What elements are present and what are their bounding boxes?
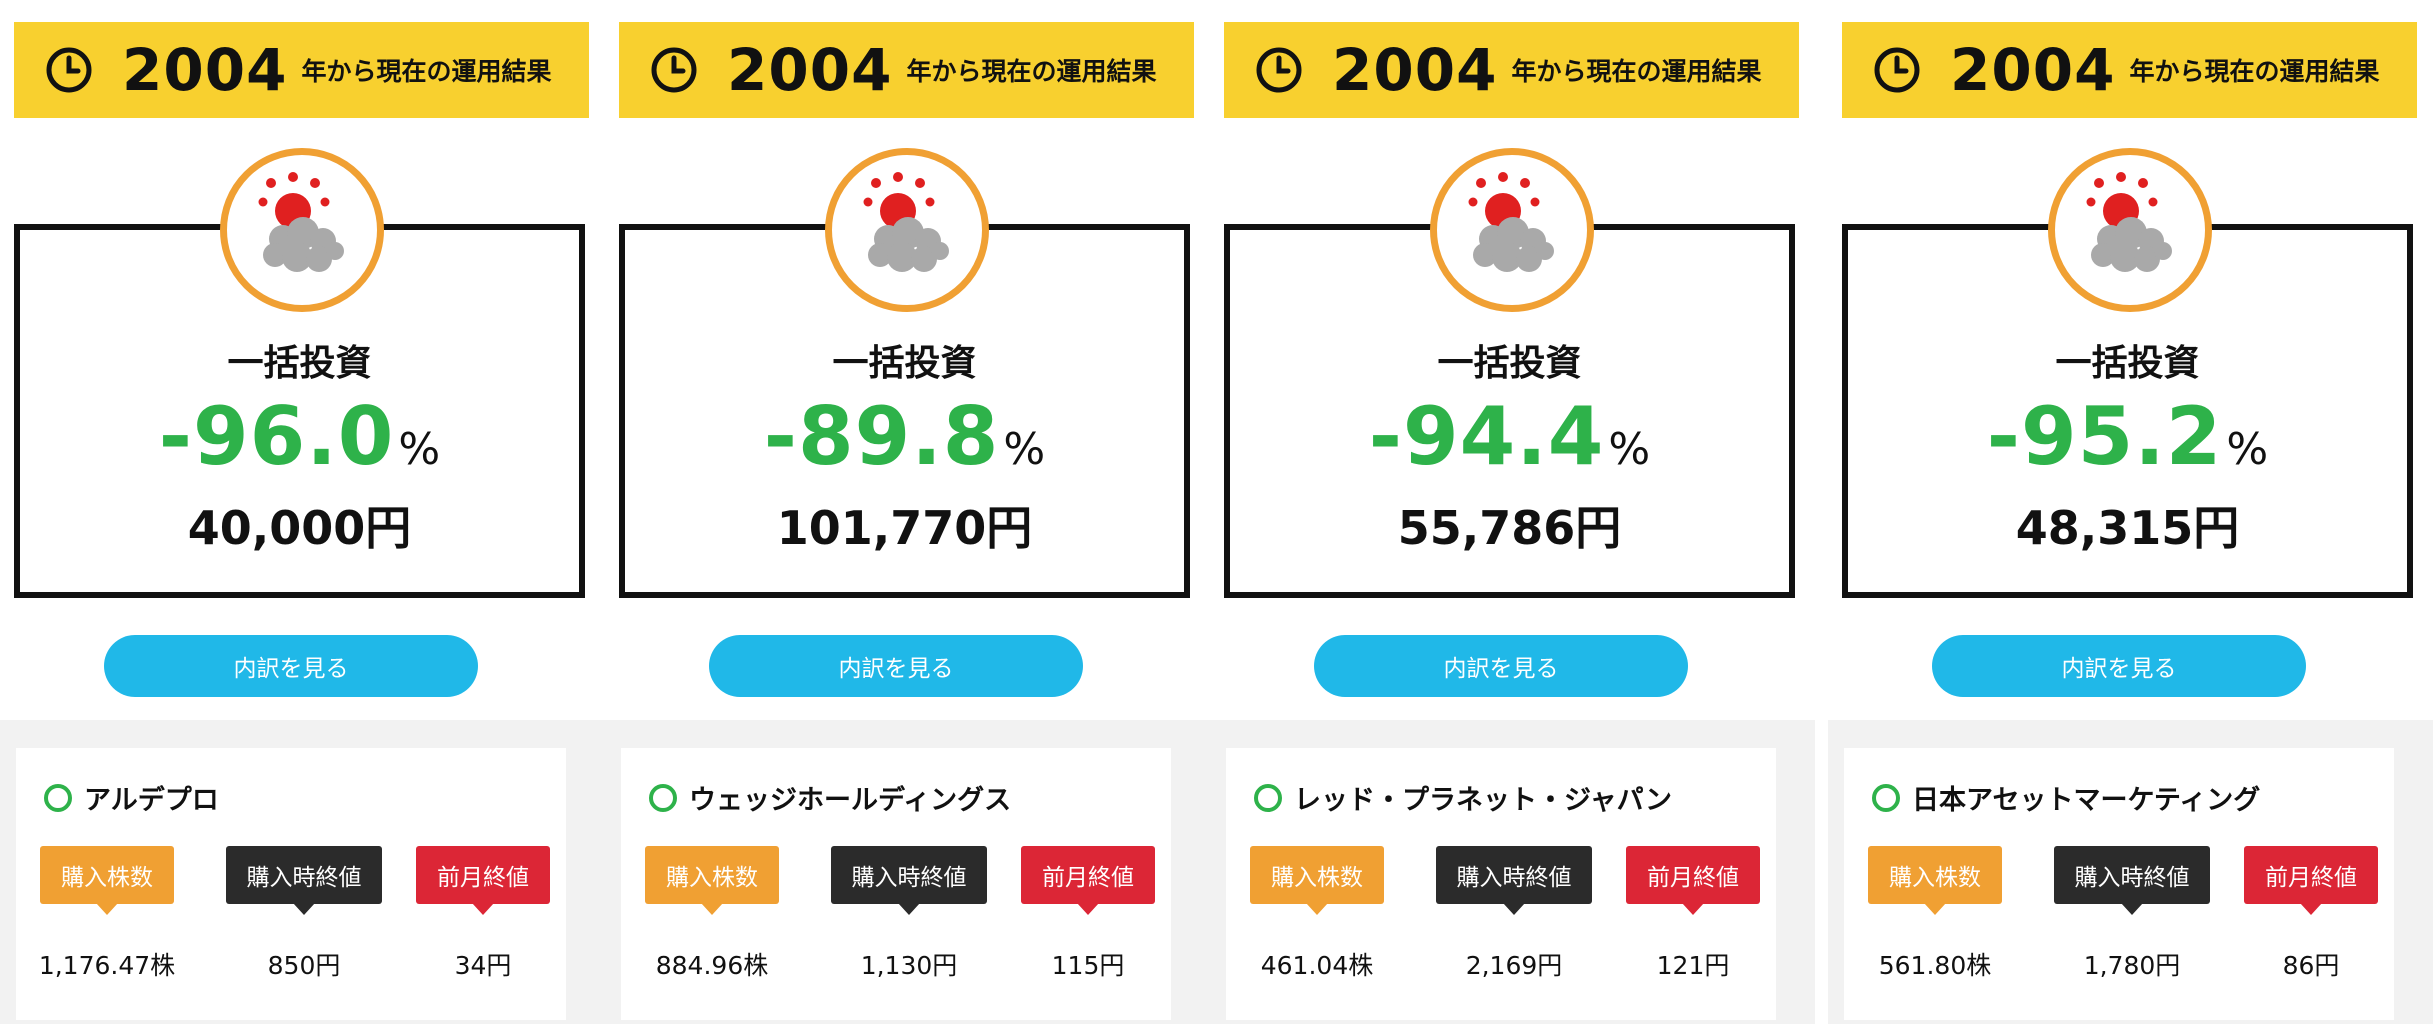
period-banner: 2004 年から現在の運用結果: [1842, 22, 2417, 118]
view-breakdown-button[interactable]: 内訳を見る: [709, 635, 1083, 697]
clock-icon: [651, 47, 697, 93]
percent-unit: %: [1608, 424, 1651, 475]
banner-suffix: 年から現在の運用結果: [1511, 57, 1762, 86]
investment-type-label: 一括投資: [2055, 343, 2200, 384]
result-panel-4: 2004 年から現在の運用結果 一括投資 -95.2% 48,315円 内訳を見…: [1828, 0, 2433, 1024]
banner-year: 2004: [122, 36, 288, 104]
cloudy-sun-icon: [1430, 148, 1594, 312]
cloudy-sun-icon: [220, 148, 384, 312]
stock-card: アルデプロ 購入株数 購入時終値 前月終値 1,176.47株 850円 34円: [16, 748, 566, 1020]
banner-year: 2004: [727, 36, 893, 104]
stock-name: ウェッジホールディングス: [689, 785, 1012, 816]
prev-month-close-tag: 前月終値: [1021, 846, 1155, 915]
shares-bought-value: 561.80株: [1878, 951, 1992, 980]
result-panel-1: 2004 年から現在の運用結果 一括投資 -96.0% 40,000円 内訳を見…: [0, 0, 605, 1024]
view-breakdown-button[interactable]: 内訳を見る: [1314, 635, 1688, 697]
result-panel-3: 2004 年から現在の運用結果 一括投資 -94.4% 55,786円 内訳を見…: [1210, 0, 1815, 1024]
prev-month-close-tag: 前月終値: [1626, 846, 1760, 915]
circle-icon: [649, 783, 677, 812]
current-amount: 48,315円: [2015, 501, 2240, 555]
result-panel-2: 2004 年から現在の運用結果 一括投資 -89.8% 101,770円 内訳を…: [605, 0, 1210, 1024]
return-percent: -95.2: [1986, 390, 2223, 483]
shares-bought-tag: 購入株数: [1868, 846, 2002, 915]
shares-bought-value: 1,176.47株: [38, 951, 176, 980]
circle-icon: [44, 783, 72, 812]
return-percent: -96.0: [158, 390, 395, 483]
clock-icon: [46, 47, 92, 93]
return-percent-row: -96.0%: [20, 390, 579, 483]
percent-unit: %: [2226, 424, 2269, 475]
circle-icon: [1872, 783, 1900, 812]
stock-name-row: ウェッジホールディングス: [649, 778, 1011, 817]
return-percent-row: -89.8%: [625, 390, 1184, 483]
banner-suffix: 年から現在の運用結果: [301, 57, 552, 86]
investment-type-label: 一括投資: [227, 343, 372, 384]
banner-year: 2004: [1950, 36, 2116, 104]
current-amount: 101,770円: [776, 501, 1033, 555]
shares-bought-value: 461.04株: [1260, 951, 1374, 980]
view-breakdown-button[interactable]: 内訳を見る: [104, 635, 478, 697]
purchase-close-value: 850円: [267, 951, 341, 980]
return-percent: -89.8: [763, 390, 1000, 483]
purchase-close-value: 1,130円: [860, 951, 958, 980]
clock-icon: [1256, 47, 1302, 93]
stock-card: レッド・プラネット・ジャパン 購入株数 購入時終値 前月終値 461.04株 2…: [1226, 748, 1776, 1020]
stock-name: 日本アセットマーケティング: [1912, 785, 2261, 816]
banner-suffix: 年から現在の運用結果: [2129, 57, 2380, 86]
investment-type-label: 一括投資: [832, 343, 977, 384]
prev-month-close-tag: 前月終値: [416, 846, 550, 915]
purchase-close-tag: 購入時終値: [1436, 846, 1592, 915]
clock-icon: [1874, 47, 1920, 93]
shares-bought-tag: 購入株数: [1250, 846, 1384, 915]
period-banner: 2004 年から現在の運用結果: [14, 22, 589, 118]
stock-card: 日本アセットマーケティング 購入株数 購入時終値 前月終値 561.80株 1,…: [1844, 748, 2394, 1020]
prev-month-close-value: 86円: [2282, 951, 2340, 980]
return-percent-row: -94.4%: [1230, 390, 1789, 483]
purchase-close-tag: 購入時終値: [226, 846, 382, 915]
cloudy-sun-icon: [825, 148, 989, 312]
banner-year: 2004: [1332, 36, 1498, 104]
current-amount: 40,000円: [187, 501, 412, 555]
stock-name-row: アルデプロ: [44, 778, 219, 817]
circle-icon: [1254, 783, 1282, 812]
return-percent-row: -95.2%: [1848, 390, 2407, 483]
shares-bought-tag: 購入株数: [40, 846, 174, 915]
percent-unit: %: [1003, 424, 1046, 475]
percent-unit: %: [398, 424, 441, 475]
purchase-close-tag: 購入時終値: [831, 846, 987, 915]
stock-name-row: レッド・プラネット・ジャパン: [1254, 778, 1672, 817]
prev-month-close-value: 121円: [1656, 951, 1730, 980]
view-breakdown-button[interactable]: 内訳を見る: [1932, 635, 2306, 697]
investment-type-label: 一括投資: [1437, 343, 1582, 384]
stock-name: レッド・プラネット・ジャパン: [1294, 785, 1672, 816]
shares-bought-value: 884.96株: [655, 951, 769, 980]
stock-name: アルデプロ: [84, 785, 219, 816]
shares-bought-tag: 購入株数: [645, 846, 779, 915]
cloudy-sun-icon: [2048, 148, 2212, 312]
stock-name-row: 日本アセットマーケティング: [1872, 778, 2260, 817]
purchase-close-tag: 購入時終値: [2054, 846, 2210, 915]
purchase-close-value: 1,780円: [2083, 951, 2181, 980]
period-banner: 2004 年から現在の運用結果: [619, 22, 1194, 118]
prev-month-close-value: 34円: [454, 951, 512, 980]
period-banner: 2004 年から現在の運用結果: [1224, 22, 1799, 118]
stock-card: ウェッジホールディングス 購入株数 購入時終値 前月終値 884.96株 1,1…: [621, 748, 1171, 1020]
current-amount: 55,786円: [1397, 501, 1622, 555]
purchase-close-value: 2,169円: [1465, 951, 1563, 980]
return-percent: -94.4: [1368, 390, 1605, 483]
prev-month-close-value: 115円: [1051, 951, 1125, 980]
banner-suffix: 年から現在の運用結果: [906, 57, 1157, 86]
prev-month-close-tag: 前月終値: [2244, 846, 2378, 915]
